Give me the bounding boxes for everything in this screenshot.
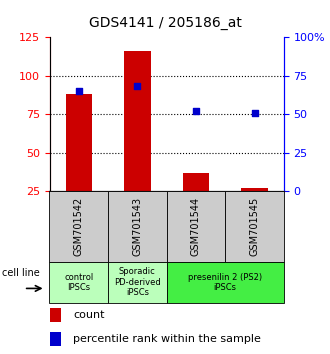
Bar — [167, 262, 284, 303]
Text: count: count — [73, 310, 104, 320]
Bar — [50, 332, 61, 346]
Bar — [108, 191, 167, 262]
Text: GSM701543: GSM701543 — [132, 197, 142, 256]
Point — [76, 88, 82, 94]
Bar — [124, 51, 150, 191]
Text: GSM701544: GSM701544 — [191, 197, 201, 256]
Bar — [241, 188, 268, 191]
Text: presenilin 2 (PS2)
iPSCs: presenilin 2 (PS2) iPSCs — [188, 273, 262, 292]
Point — [193, 108, 199, 114]
Bar — [50, 191, 108, 262]
Bar — [66, 94, 92, 191]
Text: control
IPSCs: control IPSCs — [64, 273, 93, 292]
Bar — [183, 173, 209, 191]
Point — [252, 110, 257, 115]
Bar — [50, 262, 108, 303]
Text: GSM701542: GSM701542 — [74, 197, 84, 256]
Point — [135, 84, 140, 89]
Text: cell line: cell line — [3, 268, 40, 278]
Bar — [50, 308, 61, 322]
Text: GDS4141 / 205186_at: GDS4141 / 205186_at — [88, 16, 242, 30]
Bar — [167, 191, 225, 262]
Bar — [225, 191, 284, 262]
Text: GSM701545: GSM701545 — [249, 197, 259, 256]
Text: percentile rank within the sample: percentile rank within the sample — [73, 334, 261, 344]
Bar — [108, 262, 167, 303]
Text: Sporadic
PD-derived
iPSCs: Sporadic PD-derived iPSCs — [114, 267, 161, 297]
